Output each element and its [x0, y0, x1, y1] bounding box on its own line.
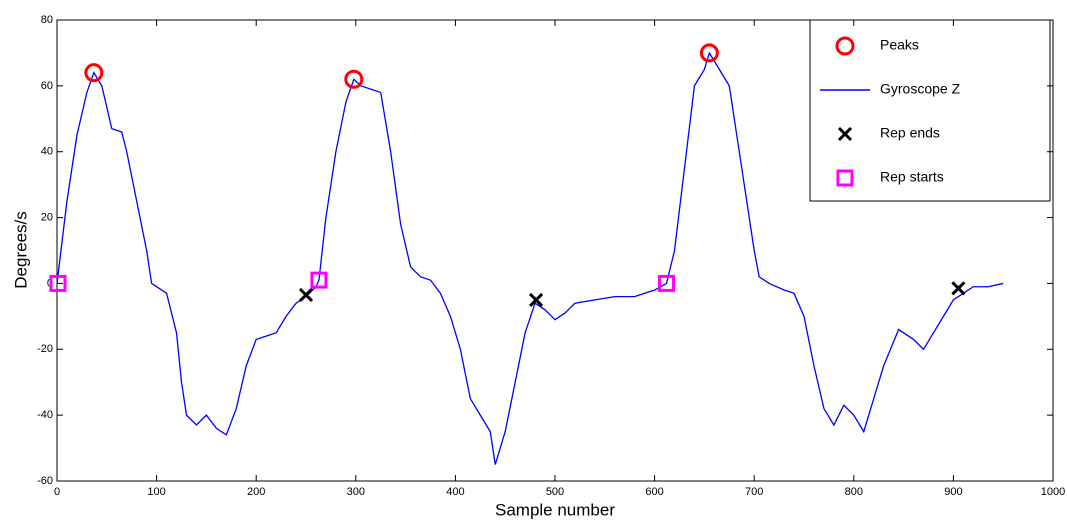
y-tick-label: 80: [41, 14, 53, 26]
x-tick-label: 0: [54, 486, 60, 498]
legend-label: Gyroscope Z: [880, 81, 961, 97]
data-point: [699, 43, 719, 63]
x-tick-label: 700: [745, 486, 763, 498]
data-point: [84, 63, 104, 83]
x-tick-label: 900: [944, 486, 962, 498]
data-point: [951, 281, 966, 296]
x-tick-label: 200: [247, 486, 265, 498]
y-tick-label: -40: [37, 409, 53, 421]
x-tick-label: 1000: [1041, 486, 1065, 498]
data-line: [56, 51, 1004, 465]
data-point: [49, 274, 67, 292]
y-axis-label: Degrees/s: [11, 211, 30, 288]
y-tick-label: -20: [37, 343, 53, 355]
x-axis-label: Sample number: [495, 500, 615, 519]
legend-label: Rep starts: [880, 169, 944, 185]
x-tick-label: 600: [645, 486, 663, 498]
legend-marker: [836, 169, 854, 187]
data-point: [310, 271, 328, 289]
y-tick-label: -60: [37, 475, 53, 487]
x-tick-label: 100: [147, 486, 165, 498]
data-point: [529, 292, 544, 307]
data-point: [344, 69, 364, 89]
y-tick-label: 20: [41, 211, 53, 223]
x-tick-label: 400: [446, 486, 464, 498]
data-point: [658, 274, 676, 292]
legend-label: Rep ends: [880, 125, 940, 141]
data-point: [298, 287, 314, 303]
legend-label: Peaks: [880, 37, 919, 53]
legend-marker: [835, 36, 855, 56]
x-tick-label: 500: [546, 486, 564, 498]
y-tick-label: 60: [41, 80, 53, 92]
x-tick-label: 800: [845, 486, 863, 498]
x-tick-label: 300: [347, 486, 365, 498]
legend-marker: [837, 126, 853, 142]
y-tick-label: 40: [41, 146, 53, 158]
